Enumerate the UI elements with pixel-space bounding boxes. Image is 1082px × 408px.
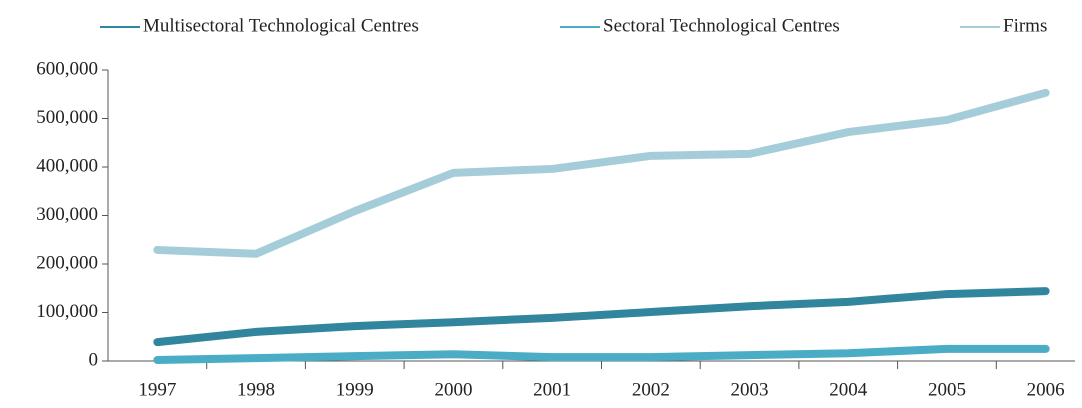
y-tick-label: 200,000 bbox=[36, 252, 98, 273]
legend-label: Sectoral Technological Centres bbox=[603, 15, 840, 36]
x-tick-label: 1997 bbox=[138, 379, 176, 400]
y-tick-label: 100,000 bbox=[36, 301, 98, 322]
y-tick-label: 0 bbox=[89, 349, 99, 370]
x-tick-label: 2006 bbox=[1027, 379, 1065, 400]
x-tick-label: 2004 bbox=[829, 379, 868, 400]
legend-label: Multisectoral Technological Centres bbox=[143, 15, 419, 36]
series-line bbox=[153, 344, 1050, 365]
x-tick-label: 2001 bbox=[533, 379, 571, 400]
x-tick-label: 2000 bbox=[434, 379, 472, 400]
x-tick-label: 1998 bbox=[237, 379, 275, 400]
x-tick-label: 2002 bbox=[632, 379, 670, 400]
y-tick-label: 500,000 bbox=[36, 107, 98, 128]
series-line bbox=[153, 88, 1050, 258]
x-tick-label: 2005 bbox=[928, 379, 966, 400]
y-tick-label: 400,000 bbox=[36, 155, 98, 176]
legend-label: Firms bbox=[1003, 15, 1047, 36]
series-line bbox=[153, 287, 1050, 347]
x-tick-label: 2003 bbox=[731, 379, 769, 400]
y-tick-label: 600,000 bbox=[36, 58, 98, 79]
x-tick-label: 1999 bbox=[336, 379, 374, 400]
y-tick-label: 300,000 bbox=[36, 204, 98, 225]
